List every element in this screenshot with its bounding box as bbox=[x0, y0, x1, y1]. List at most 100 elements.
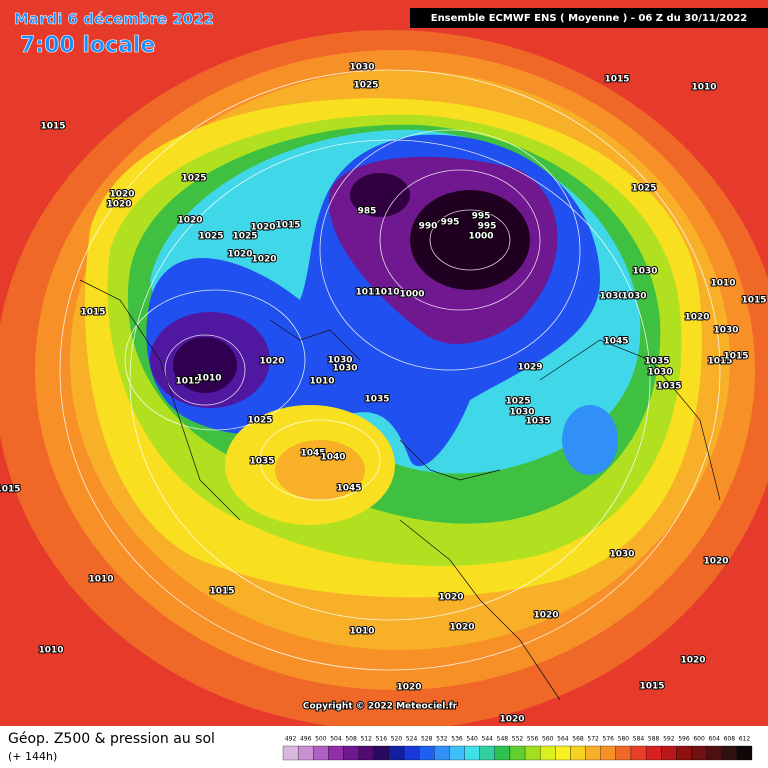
scale-swatch bbox=[524, 745, 541, 761]
isobar-label: 1035 bbox=[644, 357, 669, 367]
isobar-label: 1025 bbox=[198, 232, 223, 242]
model-label: Ensemble ECMWF ENS ( Moyenne ) - 06 Z du… bbox=[431, 13, 748, 24]
isobar-label: 1029 bbox=[517, 363, 542, 373]
isobar-label: 1040 bbox=[320, 453, 345, 463]
isobar-label: 1020 bbox=[109, 190, 134, 200]
map: Ensemble ECMWF ENS ( Moyenne ) - 06 Z du… bbox=[0, 0, 768, 726]
scale-label: 552 bbox=[512, 736, 524, 743]
isobar-label: 1010 bbox=[88, 575, 113, 585]
isobar-label: 1010 bbox=[374, 288, 399, 298]
scale-label: 592 bbox=[663, 736, 675, 743]
isobar-label: 1045 bbox=[336, 484, 361, 494]
isobar bbox=[319, 129, 581, 371]
isobar-label: 1020 bbox=[703, 557, 728, 567]
isobar-label: 1030 bbox=[609, 550, 634, 560]
field bbox=[173, 337, 237, 393]
isobar-label: 1010 bbox=[309, 377, 334, 387]
scale-label: 568 bbox=[572, 736, 584, 743]
footer-title: Géop. Z500 & pression au sol bbox=[8, 731, 215, 747]
isobar-label: 1020 bbox=[396, 683, 421, 693]
scale-label: 576 bbox=[603, 736, 615, 743]
scale-swatch bbox=[479, 745, 495, 761]
isobar-label: 1015 bbox=[639, 682, 664, 692]
isobar-label: 1035 bbox=[364, 395, 389, 405]
isobar-label: 1020 bbox=[533, 611, 558, 621]
isobar-label: 1020 bbox=[449, 623, 474, 633]
scale-swatch bbox=[494, 745, 511, 761]
scale-label: 544 bbox=[482, 736, 494, 743]
isobar-label: 1010 bbox=[710, 279, 735, 289]
scale-swatch bbox=[282, 745, 299, 761]
scale-label: 512 bbox=[360, 736, 372, 743]
isobar-label: 1030 bbox=[509, 408, 534, 418]
scale-swatch bbox=[736, 745, 753, 761]
scale-label: 604 bbox=[708, 736, 720, 743]
isobar-label: 1020 bbox=[227, 250, 252, 260]
isobar-label: 1020 bbox=[499, 715, 524, 725]
isobar-label: 1015 bbox=[0, 485, 21, 495]
scale-swatch bbox=[419, 745, 435, 761]
isobar-label: 1030 bbox=[632, 267, 657, 277]
isobar-label: 1015 bbox=[741, 296, 766, 306]
field bbox=[562, 405, 618, 475]
isobar-label: 1010 bbox=[38, 646, 63, 656]
isobar bbox=[429, 209, 511, 271]
isobar-label: 1015 bbox=[40, 122, 65, 132]
isobar-label: 1025 bbox=[232, 232, 257, 242]
scale-label: 560 bbox=[542, 736, 554, 743]
scale-swatch bbox=[645, 745, 662, 761]
scale-label: 520 bbox=[391, 736, 403, 743]
isobar-label: 1030 bbox=[349, 63, 374, 73]
isobar-label: 1025 bbox=[631, 184, 656, 194]
scale-swatch bbox=[449, 745, 465, 761]
scale-swatch bbox=[297, 745, 314, 761]
field bbox=[410, 190, 530, 290]
scale-swatch bbox=[313, 745, 329, 761]
scale-swatch bbox=[434, 745, 450, 761]
isobar-label: 1025 bbox=[247, 416, 272, 426]
scale-label: 556 bbox=[527, 736, 539, 743]
scale-label: 500 bbox=[315, 736, 327, 743]
scale-swatch bbox=[570, 745, 586, 761]
isobar-label: 1025 bbox=[505, 397, 530, 407]
scale-swatch bbox=[555, 745, 571, 761]
scale-swatch bbox=[403, 745, 420, 761]
scale-swatch bbox=[706, 745, 722, 761]
isobar-label: 995 bbox=[478, 222, 497, 232]
scale-swatch bbox=[328, 745, 344, 761]
isobar bbox=[259, 419, 381, 501]
isobar bbox=[379, 169, 541, 311]
isobar-label: 1035 bbox=[525, 417, 550, 427]
scale-label: 504 bbox=[330, 736, 342, 743]
isobar-label: 1025 bbox=[353, 81, 378, 91]
scale-swatch bbox=[721, 745, 738, 761]
isobar-label: 1020 bbox=[259, 357, 284, 367]
isobar bbox=[129, 139, 651, 621]
isobar-label: 1020 bbox=[438, 593, 463, 603]
scale-label: 540 bbox=[466, 736, 478, 743]
isobar-label: 1020 bbox=[251, 255, 276, 265]
scale-swatch bbox=[358, 745, 374, 761]
isobar bbox=[124, 289, 306, 431]
title: Mardi 6 décembre 2022 bbox=[14, 10, 214, 28]
isobar-label: 1035 bbox=[656, 382, 681, 392]
scale-swatch bbox=[691, 745, 707, 761]
scale-label: 600 bbox=[693, 736, 705, 743]
isobar-label: 1025 bbox=[181, 174, 206, 184]
scale-label: 536 bbox=[451, 736, 463, 743]
isobar-label: 990 bbox=[419, 222, 438, 232]
isobar-label: 1030 bbox=[327, 356, 352, 366]
isobar-label: 1015 bbox=[707, 357, 732, 367]
scale-swatch bbox=[585, 745, 601, 761]
scale-label: 532 bbox=[436, 736, 448, 743]
scale-swatch bbox=[630, 745, 647, 761]
scale-swatch bbox=[615, 745, 632, 761]
scale-label: 496 bbox=[300, 736, 312, 743]
scale-swatch bbox=[509, 745, 526, 761]
isobar-label: 1030 bbox=[621, 292, 646, 302]
scale-swatch bbox=[540, 745, 556, 761]
isobar-label: 1020 bbox=[177, 216, 202, 226]
copyright: Copyright © 2022 Meteociel.fr bbox=[303, 702, 458, 712]
scale-label: 596 bbox=[678, 736, 690, 743]
